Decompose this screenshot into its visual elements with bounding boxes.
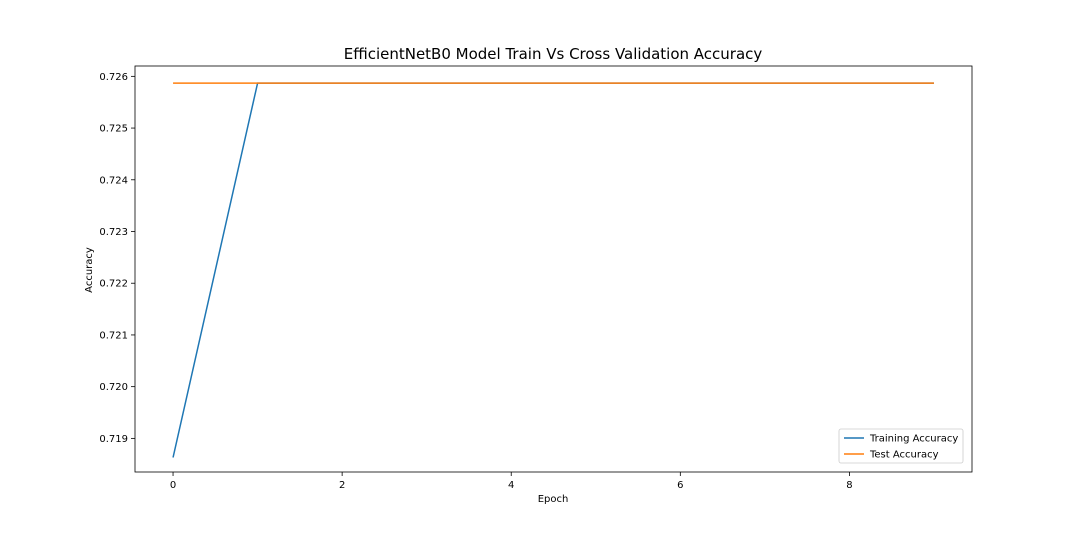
- y-tick-label: 0.723: [99, 227, 128, 238]
- x-tick-label: 2: [339, 480, 345, 491]
- plot-frame: [134, 65, 973, 473]
- y-tick-label: 0.725: [99, 124, 128, 135]
- legend: Training Accuracy Test Accuracy: [838, 428, 964, 464]
- plot-area: 0 2 4 6 8 0.719 0.720 0.721 0.722 0.723 0.724 0.725…: [99, 65, 973, 491]
- y-tick-label: 0.726: [99, 72, 128, 83]
- y-tick-label: 0.720: [99, 382, 128, 393]
- legend-label: Test Accuracy: [869, 450, 939, 461]
- x-tick-label: 6: [677, 480, 683, 491]
- series-line-1: [172, 82, 934, 458]
- x-axis-label: Epoch: [538, 494, 569, 505]
- x-tick-label: 8: [846, 480, 852, 491]
- x-tick-label: 4: [508, 480, 514, 491]
- legend-box: [838, 428, 964, 464]
- y-tick-label: 0.724: [99, 175, 128, 186]
- y-tick-label: 0.722: [99, 279, 128, 290]
- y-tick-label: 0.721: [99, 330, 128, 341]
- y-axis-label: Accuracy: [84, 247, 95, 293]
- x-tick-label: 0: [170, 480, 176, 491]
- y-tick-label: 0.719: [99, 434, 128, 445]
- chart-title: EfficientNetB0 Model Train Vs Cross Vali…: [344, 45, 763, 63]
- legend-label: Training Accuracy: [869, 434, 958, 445]
